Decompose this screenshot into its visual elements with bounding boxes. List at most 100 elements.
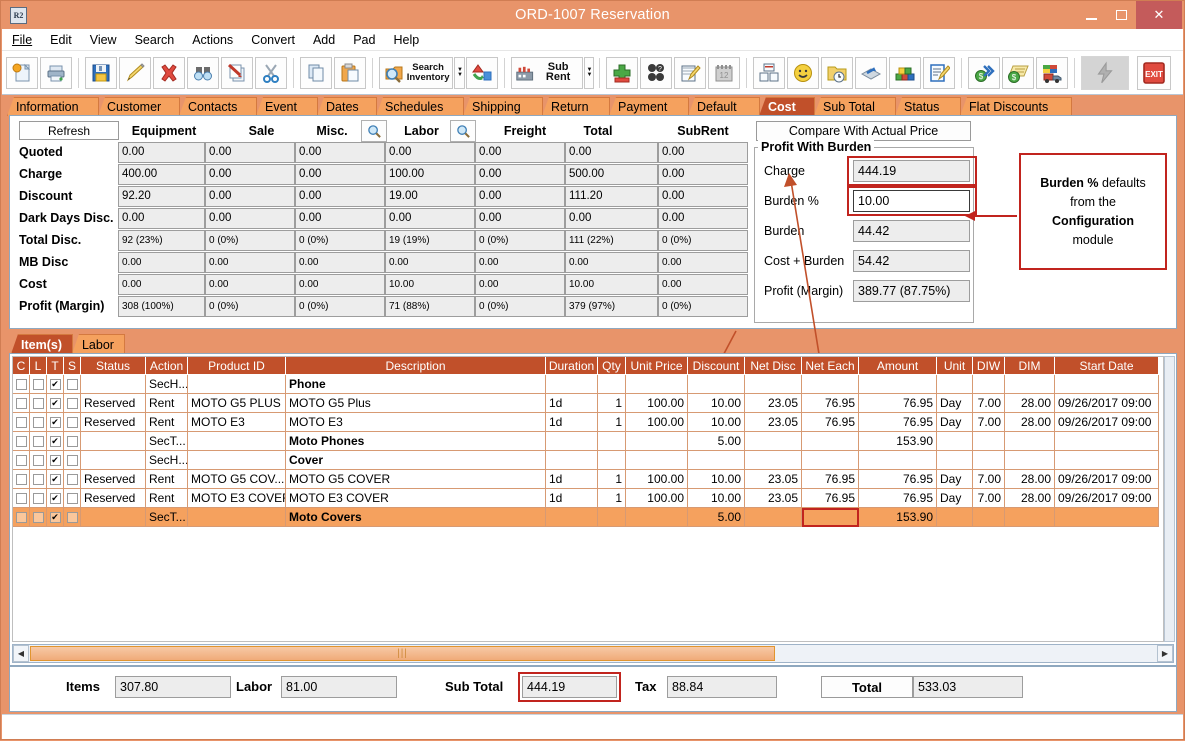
grid-col-net-each[interactable]: Net Each <box>802 357 859 375</box>
grid-col-discount[interactable]: Discount <box>688 357 745 375</box>
row-checkbox-t[interactable]: ✔ <box>47 432 64 451</box>
grid-horizontal-scrollbar[interactable]: ◀ ||| ▶ <box>12 644 1174 663</box>
row-checkbox-c[interactable] <box>13 508 30 527</box>
row-checkbox-c[interactable] <box>13 489 30 508</box>
row-checkbox-t[interactable]: ✔ <box>47 489 64 508</box>
row-checkbox-l[interactable] <box>30 394 47 413</box>
grid-col-l[interactable]: L <box>30 357 47 375</box>
paste-icon[interactable] <box>333 56 366 89</box>
grid-vertical-scrollbar[interactable] <box>1164 356 1175 642</box>
grid-col-qty[interactable]: Qty <box>598 357 626 375</box>
scroll-right-icon[interactable]: ▶ <box>1157 645 1173 662</box>
cut-scissors-icon[interactable] <box>254 56 287 89</box>
row-checkbox-c[interactable] <box>13 470 30 489</box>
tab-return[interactable]: Return <box>542 97 610 116</box>
grid-col-start-date[interactable]: Start Date <box>1055 357 1159 375</box>
table-row[interactable]: ✔ Reserved Rent MOTO E3 COVER MOTO E3 CO… <box>13 489 1163 508</box>
refresh-button[interactable]: Refresh <box>19 121 119 140</box>
table-row[interactable]: ✔ Reserved Rent MOTO G5 COV... MOTO G5 C… <box>13 470 1163 489</box>
row-checkbox-c[interactable] <box>13 451 30 470</box>
labor-search-icon[interactable] <box>450 120 476 142</box>
edit-pencil-icon[interactable] <box>118 56 151 89</box>
grid-col-amount[interactable]: Amount <box>859 357 937 375</box>
sub-rent-button[interactable]: Sub Rent <box>511 56 584 89</box>
table-row[interactable]: ✔ Reserved Rent MOTO G5 PLUS MOTO G5 Plu… <box>13 394 1163 413</box>
total-button[interactable]: Total <box>821 676 913 698</box>
grid-col-unit[interactable]: Unit <box>937 357 973 375</box>
tab-dates[interactable]: Dates <box>317 97 377 116</box>
tab-cost[interactable]: Cost <box>759 97 815 116</box>
table-row[interactable]: ✔ SecT... Moto Phones 5.00 153.90 <box>13 432 1163 451</box>
search-inventory-dropdown[interactable]: ▼ ▼ <box>454 56 466 89</box>
burden-percent-input[interactable]: 10.00 <box>853 190 970 212</box>
row-checkbox-t[interactable]: ✔ <box>47 470 64 489</box>
sub-rent-dropdown[interactable]: ▼ ▼ <box>584 56 595 89</box>
row-checkbox-s[interactable] <box>64 413 81 432</box>
scroll-left-icon[interactable]: ◀ <box>13 645 29 662</box>
maximize-button[interactable] <box>1106 1 1136 29</box>
save-icon[interactable] <box>84 56 117 89</box>
invoice-money-icon[interactable]: $ <box>1002 56 1035 89</box>
crew-help-icon[interactable]: ? <box>640 56 673 89</box>
menu-actions[interactable]: Actions <box>192 32 234 47</box>
sign-document-icon[interactable] <box>220 56 253 89</box>
row-checkbox-s[interactable] <box>64 451 81 470</box>
tab-shipping[interactable]: Shipping <box>463 97 543 116</box>
tab-information[interactable]: Information <box>7 97 99 116</box>
print-icon[interactable] <box>40 56 72 89</box>
money-transfer-icon[interactable]: $ <box>968 56 1001 89</box>
row-checkbox-s[interactable] <box>64 489 81 508</box>
row-checkbox-t[interactable]: ✔ <box>47 375 64 394</box>
checklist-edit-icon[interactable] <box>923 56 956 89</box>
grid-col-net-disc[interactable]: Net Disc <box>745 357 802 375</box>
shipment-box-icon[interactable] <box>855 56 888 89</box>
row-checkbox-s[interactable] <box>64 432 81 451</box>
new-document-icon[interactable] <box>6 56 38 89</box>
tab-event[interactable]: Event <box>256 97 318 116</box>
grid-col-product-id[interactable]: Product ID <box>188 357 286 375</box>
row-checkbox-l[interactable] <box>30 375 47 394</box>
scroll-track[interactable]: ||| <box>29 645 1157 662</box>
print-layout-icon[interactable] <box>753 56 786 89</box>
tab-flat-discounts[interactable]: Flat Discounts <box>960 97 1072 116</box>
grid-col-dim[interactable]: DIM <box>1005 357 1055 375</box>
menu-search[interactable]: Search <box>134 32 175 47</box>
row-checkbox-l[interactable] <box>30 470 47 489</box>
row-checkbox-s[interactable] <box>64 470 81 489</box>
grid-col-t[interactable]: T <box>47 357 64 375</box>
compare-with-actual-price-button[interactable]: Compare With Actual Price <box>756 121 971 141</box>
minimize-button[interactable] <box>1076 1 1106 29</box>
table-row[interactable]: ✔ Reserved Rent MOTO E3 MOTO E3 1d 1 100… <box>13 413 1163 432</box>
grid-col-duration[interactable]: Duration <box>546 357 598 375</box>
add-inventory-icon[interactable] <box>466 56 499 89</box>
folder-clock-icon[interactable] <box>821 56 854 89</box>
row-checkbox-l[interactable] <box>30 489 47 508</box>
menu-add[interactable]: Add <box>312 32 336 47</box>
tab-default[interactable]: Default <box>688 97 760 116</box>
row-checkbox-l[interactable] <box>30 451 47 470</box>
menu-file[interactable]: File <box>12 32 33 47</box>
row-checkbox-l[interactable] <box>30 508 47 527</box>
database-stack-icon[interactable] <box>889 56 922 89</box>
binoculars-find-icon[interactable] <box>186 56 219 89</box>
tab-customer[interactable]: Customer <box>98 97 180 116</box>
row-checkbox-c[interactable] <box>13 375 30 394</box>
table-row[interactable]: ✔ SecT... Moto Covers 5.00 153.90 <box>13 508 1163 527</box>
tab-sub-total[interactable]: Sub Total <box>814 97 896 116</box>
tab-contacts[interactable]: Contacts <box>179 97 257 116</box>
row-checkbox-l[interactable] <box>30 413 47 432</box>
menu-edit[interactable]: Edit <box>50 32 72 47</box>
tab-status[interactable]: Status <box>895 97 961 116</box>
calendar-icon[interactable]: 12 <box>708 56 741 89</box>
misc-search-icon[interactable] <box>361 120 387 142</box>
row-checkbox-t[interactable]: ✔ <box>47 451 64 470</box>
menu-convert[interactable]: Convert <box>251 32 295 47</box>
row-checkbox-c[interactable] <box>13 394 30 413</box>
table-row[interactable]: ✔ SecH... Phone <box>13 375 1163 394</box>
close-button[interactable]: ✕ <box>1136 1 1182 29</box>
copy-icon[interactable] <box>299 56 332 89</box>
tab-items[interactable]: Item(s) <box>11 334 73 354</box>
row-checkbox-t[interactable]: ✔ <box>47 508 64 527</box>
row-checkbox-l[interactable] <box>30 432 47 451</box>
grid-col-status[interactable]: Status <box>81 357 146 375</box>
